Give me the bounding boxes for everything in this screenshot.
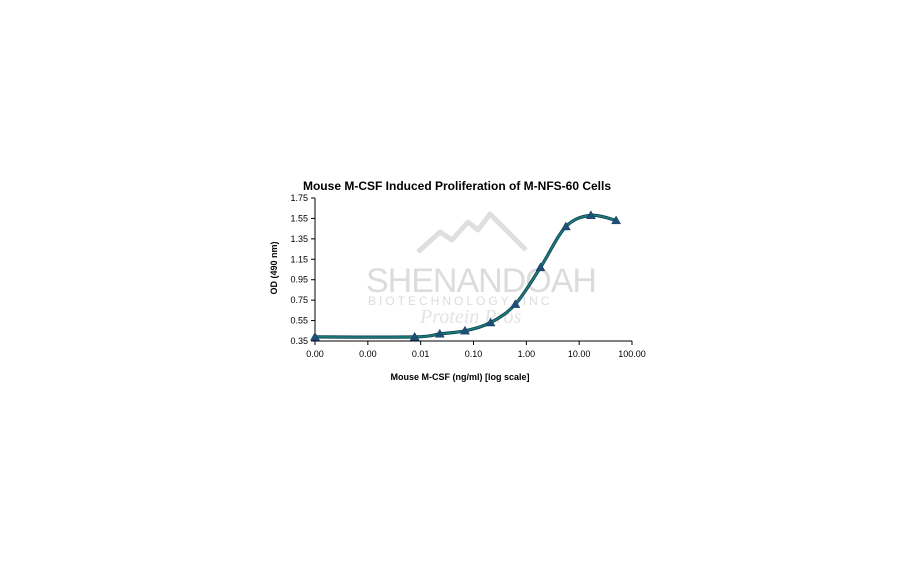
- y-tick-label: 0.95: [290, 275, 308, 285]
- x-ticks: 0.00 0.00 0.01 0.10 1.00 10.00 100.00: [306, 341, 646, 359]
- x-tick-label: 100.00: [618, 349, 646, 359]
- y-tick-label: 0.75: [290, 295, 308, 305]
- data-point: [586, 210, 596, 219]
- data-point: [434, 328, 445, 338]
- x-axis: 0.00 0.00 0.01 0.10 1.00 10.00 100.00: [306, 340, 646, 359]
- series-layer: [310, 210, 622, 341]
- y-tick-label: 1.55: [290, 213, 308, 223]
- y-tick-label: 1.75: [290, 193, 308, 203]
- data-point: [460, 325, 470, 335]
- watermark-logo: SHENANDOAH BIOTECHNOLOGY, INC Protein Pr…: [366, 211, 597, 328]
- y-axis: 0.35 0.55 0.75 0.95 1.15 1.35 1.55 1.75: [290, 193, 316, 346]
- watermark-mountain-icon: [416, 211, 528, 254]
- data-point: [310, 331, 320, 341]
- series-line: [314, 214, 617, 339]
- x-tick-label: 0.01: [412, 349, 430, 359]
- data-point: [409, 331, 420, 341]
- y-ticks: 0.35 0.55 0.75 0.95 1.15 1.35 1.55 1.75: [290, 193, 315, 346]
- data-point: [485, 317, 496, 327]
- y-axis-label: OD (490 nm): [269, 241, 279, 294]
- data-point: [510, 299, 521, 308]
- x-tick-label: 1.00: [518, 349, 536, 359]
- y-tick-label: 1.35: [290, 234, 308, 244]
- y-tick-label: 1.15: [290, 254, 308, 264]
- data-point: [535, 262, 546, 272]
- chart-title: Mouse M-CSF Induced Proliferation of M-N…: [303, 179, 611, 193]
- data-point: [560, 221, 571, 231]
- x-tick-label: 0.10: [465, 349, 483, 359]
- x-tick-label: 10.00: [568, 349, 591, 359]
- data-point: [611, 215, 622, 225]
- x-axis-label: Mouse M-CSF (ng/ml) [log scale]: [390, 372, 529, 382]
- x-tick-label: 0.00: [359, 349, 377, 359]
- y-tick-label: 0.35: [290, 336, 308, 346]
- watermark-script: Protein Pros: [419, 306, 522, 328]
- watermark-name: SHENANDOAH: [366, 262, 596, 300]
- watermark-sub: BIOTECHNOLOGY, INC: [368, 294, 552, 308]
- x-tick-label: 0.00: [306, 349, 324, 359]
- y-tick-label: 0.55: [290, 316, 308, 326]
